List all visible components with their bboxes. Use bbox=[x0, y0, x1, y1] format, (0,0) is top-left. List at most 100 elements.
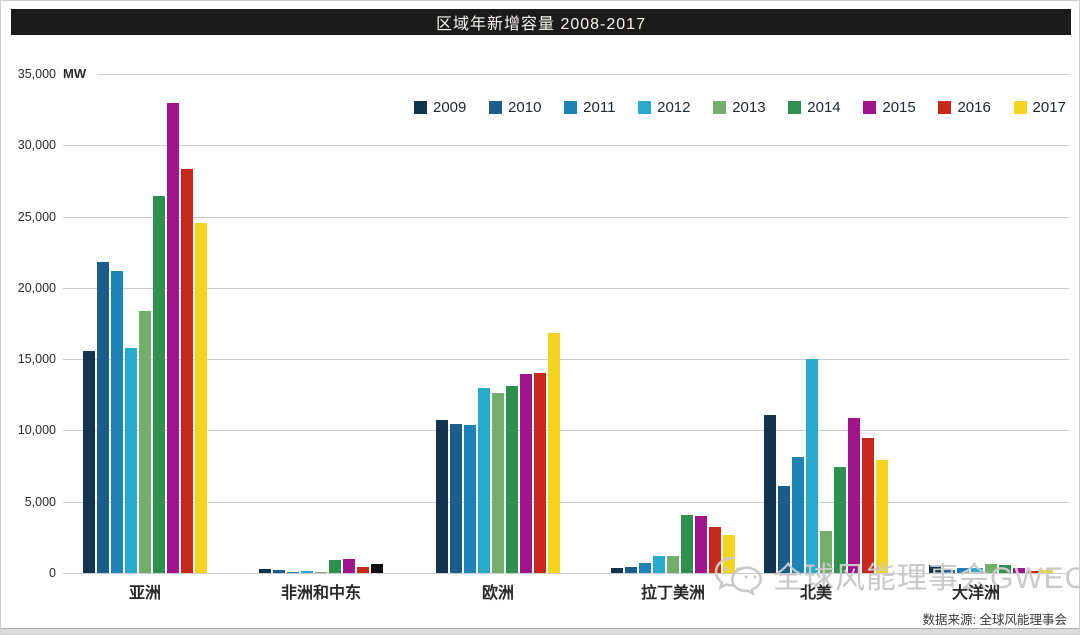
bar-2016-拉丁美洲 bbox=[708, 526, 722, 573]
bar-2009-拉丁美洲 bbox=[610, 568, 624, 573]
bar-2009-亚洲 bbox=[82, 350, 96, 573]
legend-label-2011: 2011 bbox=[583, 98, 616, 116]
bar-2012-拉丁美洲 bbox=[652, 555, 666, 573]
legend-swatch-2010 bbox=[489, 100, 503, 114]
gridline bbox=[63, 288, 1069, 289]
bar-2016-亚洲 bbox=[180, 168, 194, 573]
legend-item-2011: 2011 bbox=[564, 100, 615, 115]
legend-swatch-2009 bbox=[414, 100, 427, 114]
bar-2014-亚洲 bbox=[152, 195, 166, 573]
y-tick-label: 25,000 bbox=[17, 210, 56, 224]
bar-2012-大洋洲 bbox=[970, 567, 984, 573]
legend-swatch-2016 bbox=[938, 100, 952, 114]
bar-2017-非洲和中东 bbox=[370, 564, 384, 573]
bar-2013-大洋洲 bbox=[984, 563, 998, 573]
legend-swatch-2012 bbox=[638, 100, 652, 114]
bar-2015-大洋洲 bbox=[1012, 567, 1026, 573]
x-axis-label-拉丁美洲: 拉丁美洲 bbox=[640, 585, 705, 602]
gridline bbox=[63, 145, 1069, 146]
bar-2013-欧洲 bbox=[491, 393, 505, 573]
bar-2009-北美 bbox=[763, 415, 777, 573]
gridline bbox=[63, 217, 1069, 218]
y-tick-label: 10,000 bbox=[17, 423, 56, 437]
legend-item-2014: 2014 bbox=[788, 98, 841, 116]
legend-swatch-2011 bbox=[564, 100, 578, 114]
y-tick-label: 30,000 bbox=[17, 138, 56, 152]
legend-label-2016: 2016 bbox=[957, 98, 991, 116]
chart-title-bar: 区域年新增容量 2008-2017 bbox=[11, 9, 1071, 35]
bar-2013-亚洲 bbox=[138, 310, 152, 573]
bar-2017-欧洲 bbox=[547, 332, 561, 573]
legend-swatch-2017 bbox=[1013, 100, 1027, 114]
legend-item-2010: 2010 bbox=[489, 100, 541, 115]
bar-2016-北美 bbox=[861, 438, 875, 573]
legend-label-2017: 2017 bbox=[1032, 98, 1066, 116]
y-tick-label: 15,000 bbox=[17, 352, 56, 366]
legend-label-2009: 2009 bbox=[433, 98, 467, 116]
bottom-border-strip bbox=[1, 628, 1079, 634]
legend-label-2013: 2013 bbox=[732, 98, 766, 116]
legend-item-2015: 2015 bbox=[863, 98, 916, 116]
bar-2012-亚洲 bbox=[124, 347, 138, 573]
bar-2015-欧洲 bbox=[519, 374, 533, 573]
y-tick-label: 5,000 bbox=[24, 495, 56, 509]
legend-item-2016: 2016 bbox=[938, 98, 991, 116]
bar-2015-非洲和中东 bbox=[342, 559, 356, 573]
bar-2011-欧洲 bbox=[463, 425, 477, 573]
data-source-note: 数据来源: 全球风能理事会 bbox=[922, 613, 1067, 627]
bar-2010-北美 bbox=[777, 486, 791, 573]
legend-label-2010: 2010 bbox=[508, 98, 542, 116]
y-axis-unit: MW bbox=[63, 66, 87, 81]
bar-2017-北美 bbox=[875, 460, 889, 573]
x-axis-label-非洲和中东: 非洲和中东 bbox=[280, 585, 361, 602]
bar-2012-欧洲 bbox=[477, 388, 491, 573]
bar-2014-非洲和中东 bbox=[328, 559, 342, 573]
bar-2010-大洋洲 bbox=[942, 570, 956, 573]
y-tick-label: 20,000 bbox=[17, 281, 56, 295]
gridline bbox=[63, 430, 1069, 431]
legend-swatch-2015 bbox=[863, 100, 877, 114]
gridline bbox=[63, 359, 1069, 360]
x-axis-label-北美: 北美 bbox=[799, 585, 832, 602]
bar-2015-拉丁美洲 bbox=[694, 515, 708, 573]
bar-2010-亚洲 bbox=[96, 262, 110, 573]
legend-swatch-2014 bbox=[788, 100, 802, 114]
bar-2016-大洋洲 bbox=[1026, 571, 1040, 573]
bar-2013-非洲和中东 bbox=[314, 571, 328, 573]
bar-2015-北美 bbox=[847, 417, 861, 573]
legend-label-2014: 2014 bbox=[807, 98, 841, 116]
bar-2011-拉丁美洲 bbox=[638, 563, 652, 573]
y-tick-label: 35,000 bbox=[17, 67, 56, 81]
bar-2016-欧洲 bbox=[533, 372, 547, 573]
legend-item-2012: 2012 bbox=[638, 98, 691, 116]
bar-2012-非洲和中东 bbox=[300, 570, 314, 573]
legend-item-2017: 2017 bbox=[1013, 98, 1066, 116]
bar-2010-拉丁美洲 bbox=[624, 567, 638, 573]
bar-2011-亚洲 bbox=[110, 270, 124, 573]
gridline bbox=[63, 502, 1069, 503]
legend-swatch-2013 bbox=[713, 100, 727, 114]
bar-2013-北美 bbox=[819, 530, 833, 573]
legend-item-2009: 2009 bbox=[414, 100, 466, 115]
bar-2009-大洋洲 bbox=[928, 565, 942, 573]
x-axis-label-亚洲: 亚洲 bbox=[128, 585, 161, 602]
x-axis-label-欧洲: 欧洲 bbox=[481, 585, 514, 602]
bar-2017-大洋洲 bbox=[1040, 569, 1054, 573]
legend-label-2015: 2015 bbox=[882, 98, 916, 116]
bar-2016-非洲和中东 bbox=[356, 567, 370, 573]
bar-2014-欧洲 bbox=[505, 386, 519, 573]
bar-2011-北美 bbox=[791, 456, 805, 573]
bar-2010-欧洲 bbox=[449, 424, 463, 573]
bar-2009-欧洲 bbox=[435, 420, 449, 573]
gridline bbox=[63, 573, 1069, 574]
x-axis-label-大洋洲: 大洋洲 bbox=[951, 585, 1000, 602]
bar-2011-非洲和中东 bbox=[286, 571, 300, 573]
bar-2017-拉丁美洲 bbox=[722, 534, 736, 573]
gridline bbox=[97, 74, 1069, 75]
legend-label-2012: 2012 bbox=[657, 98, 691, 116]
bar-2014-拉丁美洲 bbox=[680, 515, 694, 573]
bar-2010-非洲和中东 bbox=[272, 570, 286, 573]
bar-2017-亚洲 bbox=[194, 222, 208, 573]
